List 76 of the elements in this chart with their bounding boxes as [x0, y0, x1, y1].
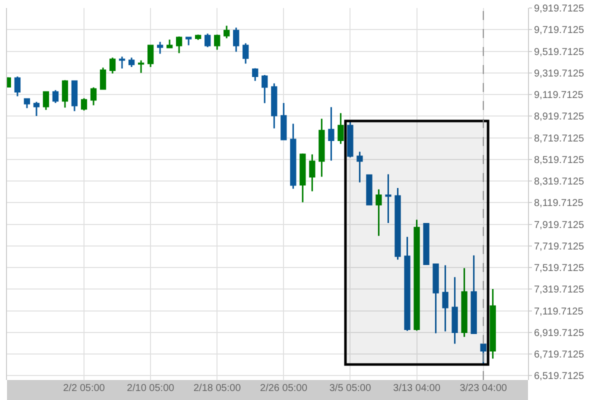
- y-tick-label: 6,919.7125: [534, 328, 584, 339]
- candlestick: [138, 60, 144, 74]
- candlestick: [452, 276, 458, 345]
- x-tick-label: 2/2 05:00: [63, 383, 106, 394]
- y-tick-label: 8,719.7125: [534, 133, 584, 144]
- candlestick: [432, 264, 439, 334]
- y-tick-label: 8,319.7125: [534, 176, 584, 188]
- y-tick-label: 9,319.7125: [534, 68, 584, 80]
- candlestick: [318, 118, 325, 178]
- y-tick-label: 8,519.7125: [534, 154, 584, 166]
- y-tick-label: 7,319.7125: [534, 284, 584, 296]
- candlestick: [290, 122, 296, 190]
- candlestick: [195, 34, 202, 41]
- candlestick: [338, 112, 344, 145]
- candlestick: [118, 56, 126, 70]
- candlestick: [204, 32, 211, 48]
- y-tick-label: 7,519.7125: [534, 263, 584, 274]
- candlestick: [166, 38, 173, 49]
- candlestick: [280, 102, 287, 141]
- candlestick: [100, 66, 106, 90]
- candlestick: [62, 79, 68, 108]
- candlestick: [90, 86, 97, 106]
- candlestick: [347, 120, 354, 158]
- candlestick: [242, 42, 249, 64]
- x-tick-label: 3/5 05:00: [329, 383, 372, 394]
- candlestick: [394, 187, 401, 260]
- candlestick: [42, 90, 50, 111]
- candlestick: [14, 76, 21, 97]
- x-tick-label: 2/18 05:00: [193, 383, 242, 394]
- y-tick-label: 7,719.7125: [534, 241, 584, 252]
- candlestick: [224, 24, 230, 40]
- x-tick-label: 3/13 04:00: [393, 383, 441, 394]
- candlestick: [176, 36, 182, 54]
- x-tick-label: 2/26 05:00: [260, 383, 308, 394]
- candlestick: [271, 82, 278, 130]
- y-tick-label: 9,719.7125: [534, 25, 584, 36]
- y-tick-label: 8,919.7125: [534, 112, 584, 123]
- candlestick: [423, 222, 430, 266]
- candlestick: [71, 80, 78, 112]
- y-tick-label: 7,919.7125: [534, 220, 584, 231]
- candlestick: [80, 98, 88, 112]
- candlestick: [404, 236, 410, 332]
- candlestick: [461, 267, 468, 338]
- candlestick: [128, 56, 135, 68]
- candlestick: [233, 26, 240, 52]
- candlestick: [480, 344, 486, 366]
- candlestick: [414, 218, 420, 332]
- candlestick: [490, 288, 496, 360]
- candlestick: [33, 101, 40, 117]
- candlestick: [186, 36, 192, 46]
- candlestick: [442, 264, 448, 332]
- y-tick-label: 7,119.7125: [534, 306, 584, 318]
- y-tick-label: 9,919.7125: [534, 4, 584, 15]
- candlestick: [262, 74, 268, 104]
- candlestick: [109, 56, 116, 74]
- candlestick: [252, 67, 258, 82]
- y-tick-label: 9,119.7125: [534, 90, 584, 102]
- candlestick: [147, 44, 154, 68]
- candlestick: [156, 41, 164, 54]
- candlestick: [366, 174, 372, 206]
- x-tick-label: 3/23 04:00: [460, 383, 508, 394]
- y-tick-label: 6,719.7125: [534, 350, 584, 361]
- candlestick: [385, 173, 392, 224]
- y-tick-label: 9,519.7125: [534, 46, 584, 58]
- candlestick: [309, 154, 316, 192]
- y-tick-label: 8,119.7125: [534, 198, 584, 210]
- candlestick: [214, 34, 220, 50]
- candlestick: [470, 254, 477, 335]
- candlestick: [300, 152, 306, 203]
- candlestick: [52, 89, 59, 104]
- x-tick-label: 2/10 05:00: [126, 383, 175, 394]
- candlestick: [376, 188, 382, 237]
- candlestick: [356, 150, 363, 184]
- y-tick-label: 6,519.7125: [534, 371, 584, 382]
- candlestick: [328, 106, 334, 162]
- candlestick: [24, 98, 30, 109]
